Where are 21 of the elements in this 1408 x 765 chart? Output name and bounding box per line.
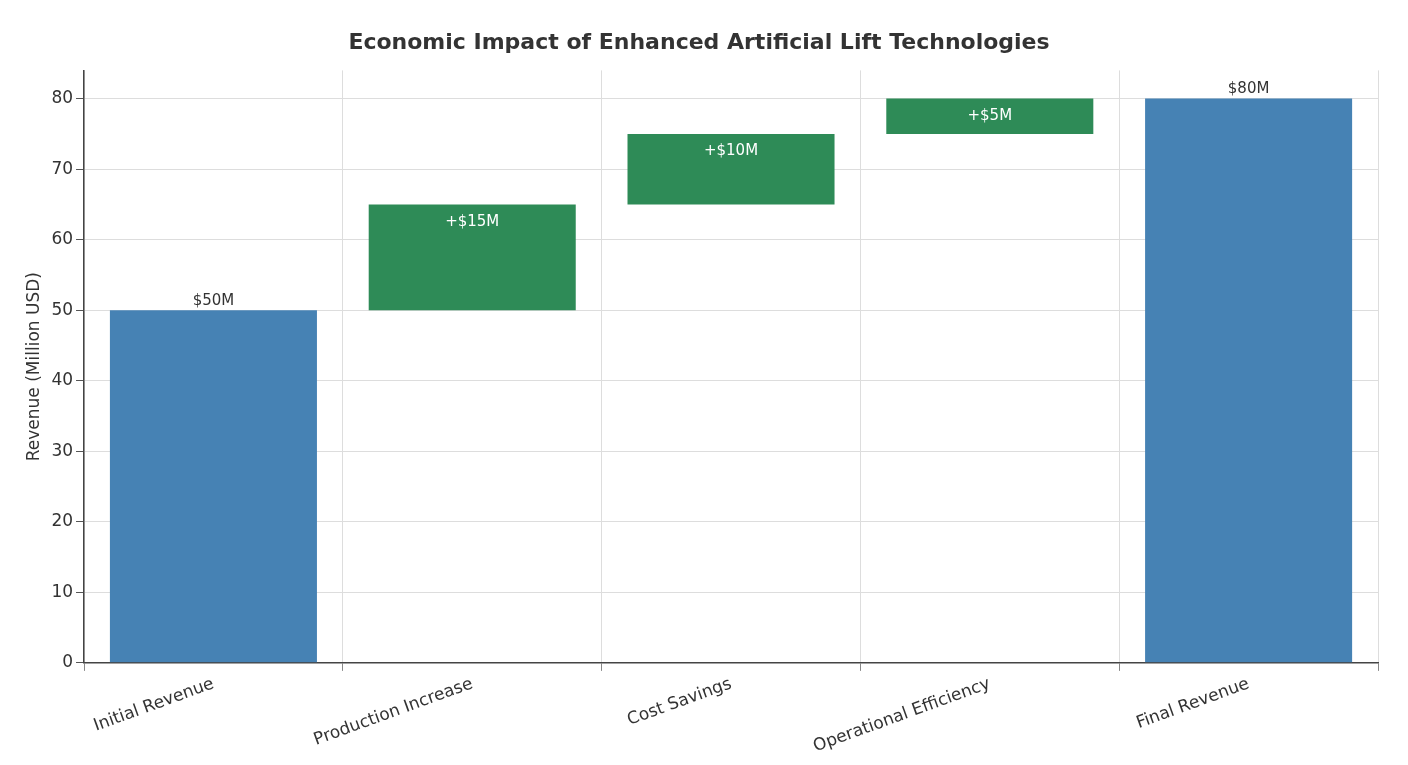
y-tick-label: 80: [51, 87, 74, 108]
chart-title: Economic Impact of Enhanced Artificial Lift Technologies: [348, 28, 1050, 54]
y-tick-label: 60: [51, 228, 74, 249]
y-tick-label: 40: [51, 369, 74, 390]
data-label: $80M: [1227, 79, 1270, 97]
bar: [368, 204, 576, 311]
data-label: $50M: [192, 290, 235, 309]
y-tick-label: 20: [51, 510, 74, 531]
y-tick-label: 10: [51, 580, 74, 601]
y-tick-label: 0: [62, 651, 74, 672]
data-label: +$5M: [967, 106, 1013, 124]
bar: [109, 310, 317, 663]
bar: [1145, 98, 1353, 663]
bar: [886, 98, 1094, 134]
y-tick-label: 50: [51, 298, 74, 319]
data-label: +$10M: [703, 141, 759, 160]
y-tick-label: 70: [51, 157, 74, 178]
y-tick-label: 30: [51, 439, 74, 460]
data-label: +$15M: [445, 211, 500, 230]
bar: [627, 133, 835, 205]
y-axis-title: Revenue (Million USD): [22, 272, 43, 462]
